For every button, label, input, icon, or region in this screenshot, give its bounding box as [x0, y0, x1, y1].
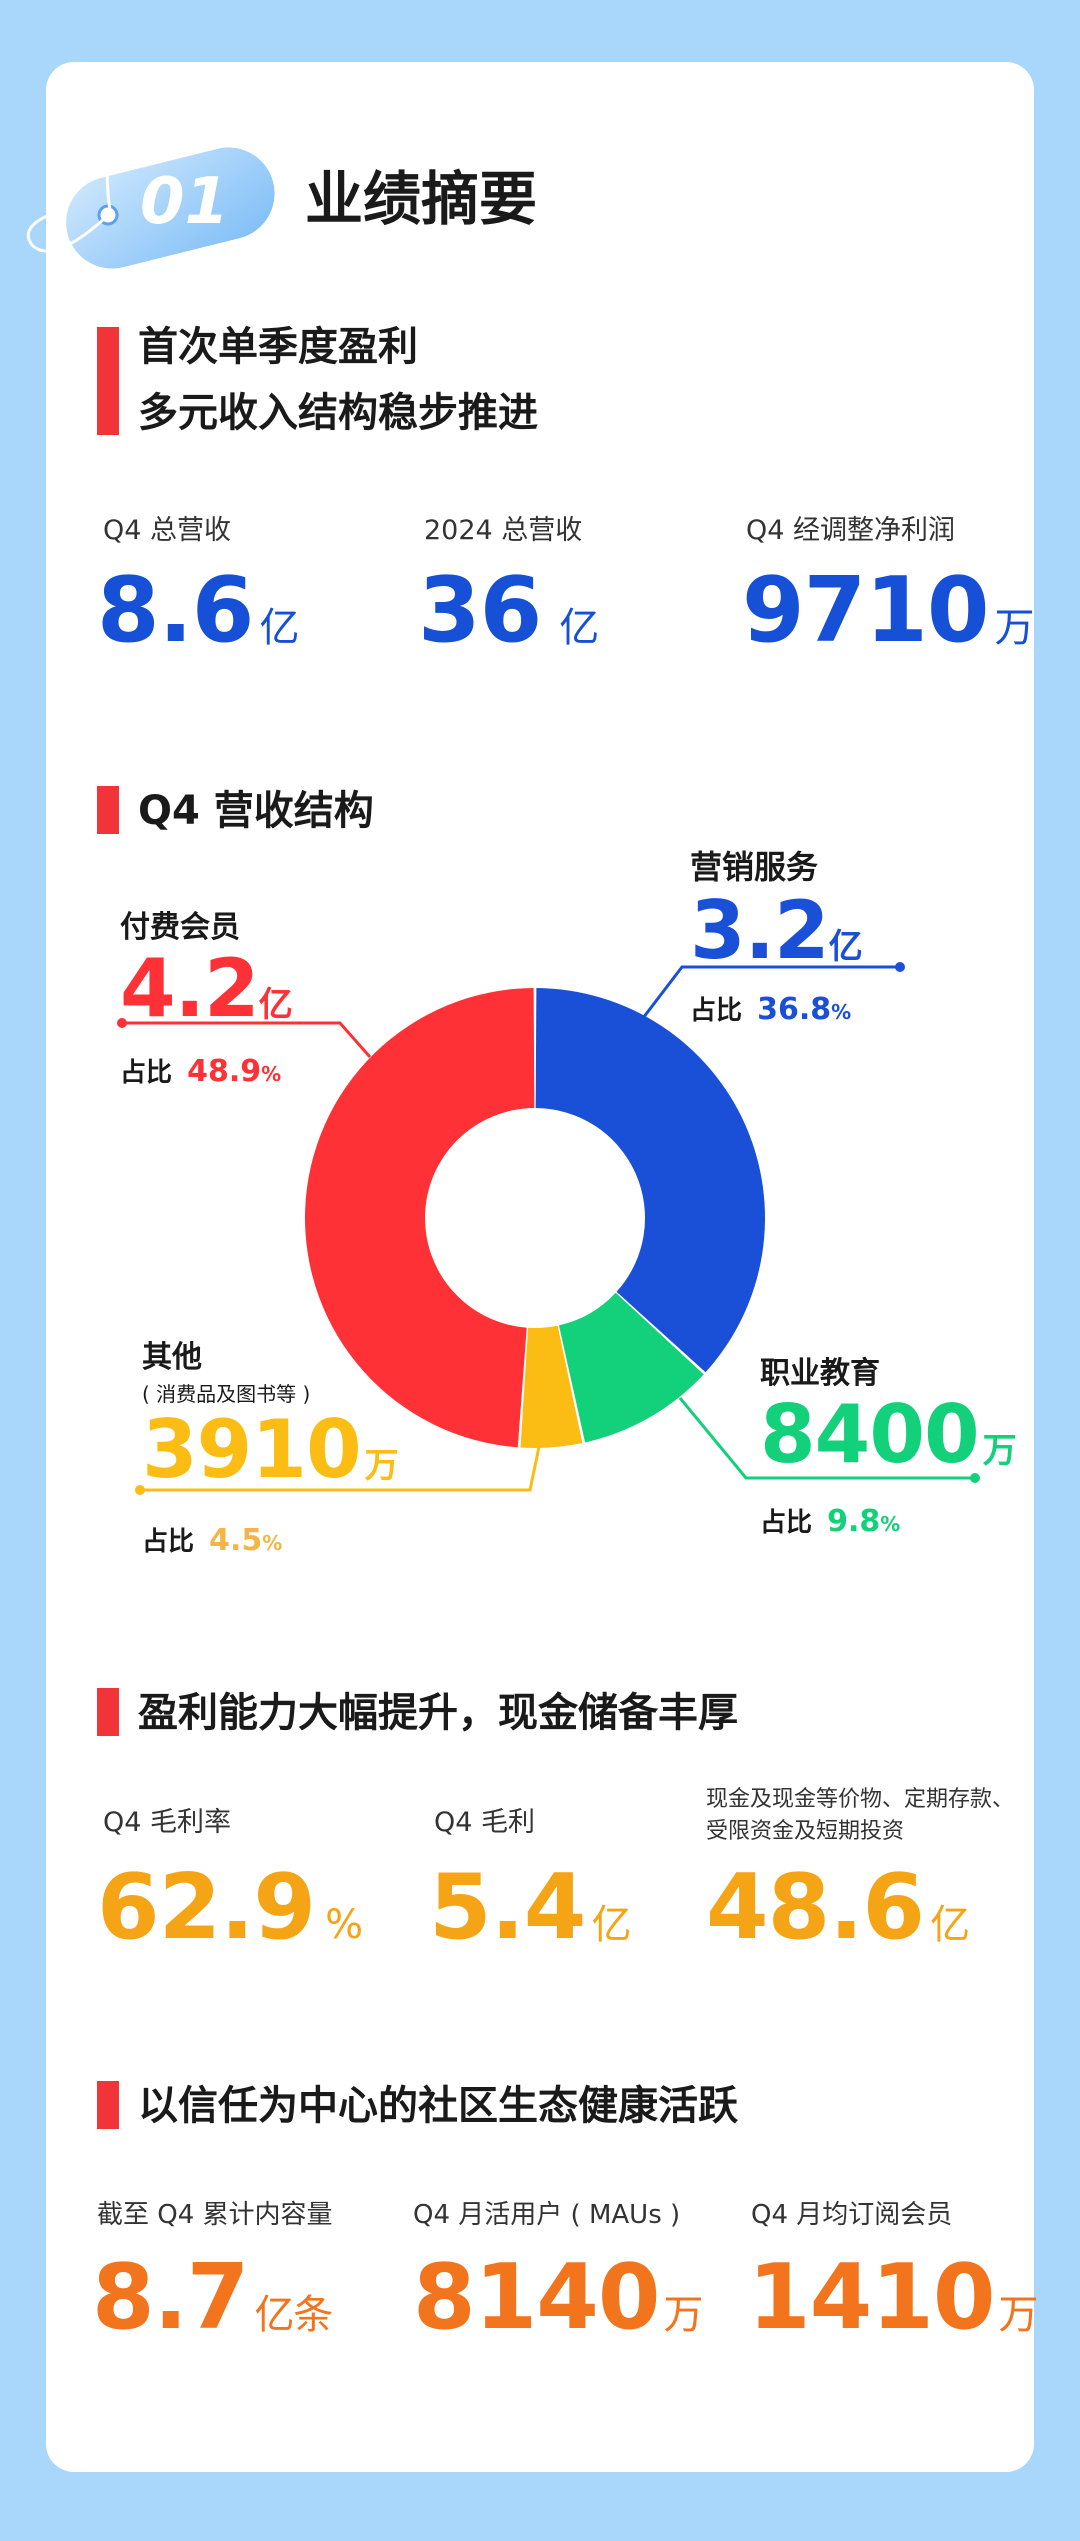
- slice-label-marketing: 营销服务 3.2亿 占比 36.8%: [690, 842, 863, 1027]
- stat-label-gross-profit: Q4 毛利: [434, 1807, 536, 1838]
- section1-heading-line2: 多元收入结构稳步推进: [138, 390, 538, 436]
- leader-other-dot: [135, 1485, 145, 1495]
- leader-other: [140, 1441, 542, 1492]
- slice-label-membership: 付费会员 4.2亿 占比 48.9%: [120, 902, 293, 1089]
- leader-education-dot: [970, 1473, 980, 1483]
- slice-name-education: 职业教育: [760, 1356, 880, 1391]
- leader-marketing-dot: [895, 962, 905, 972]
- slice-name-marketing: 营销服务: [690, 848, 819, 886]
- stat-label-gross-margin: Q4 毛利率: [103, 1807, 232, 1838]
- stat-label-content-volume: 截至 Q4 累计内容量: [97, 2200, 333, 2230]
- content-card: [46, 62, 1034, 2472]
- stat-value-q4-revenue: 8.6 亿: [97, 558, 299, 663]
- stat-label-2024-revenue: 2024 总营收: [424, 515, 583, 546]
- slice-label-other: 其他 ( 消费品及图书等 ) 3910 万 占比 4.5%: [142, 1332, 399, 1558]
- slice-value-marketing: 3.2亿: [690, 884, 863, 977]
- stat-label-maus: Q4 月活用户 ( MAUs ): [413, 2200, 681, 2230]
- slice-value-other: 3910 万: [142, 1403, 399, 1496]
- leader-membership: [122, 1021, 372, 1058]
- section-accent-bar: [97, 786, 119, 834]
- badge-shape: [26, 118, 275, 269]
- badge-number: 01: [140, 165, 230, 239]
- stat-value-2024-revenue: 36 亿: [418, 558, 599, 663]
- section2-heading: Q4 营收结构: [138, 788, 374, 834]
- page-title: 业绩摘要: [305, 165, 538, 233]
- stat-value-gross-profit: 5.4 亿: [429, 1855, 631, 1960]
- slice-share-membership: 占比 48.9%: [120, 1054, 282, 1089]
- leader-marketing: [638, 965, 900, 1023]
- stat-value-gross-margin: 62.9%: [97, 1855, 363, 1960]
- slice-share-marketing: 占比 36.8%: [690, 992, 852, 1027]
- section-number-badge: 01: [22, 115, 292, 285]
- stat-value-maus: 8140 万: [413, 2245, 704, 2350]
- donut-slice-membership: [305, 988, 535, 1448]
- stat-label-cash-reserves-line1: 现金及现金等价物、定期存款、: [706, 1787, 1015, 1812]
- stat-value-content-volume: 8.7 亿条: [92, 2245, 333, 2350]
- slice-value-education: 8400 万: [760, 1388, 1017, 1481]
- slice-label-education: 职业教育 8400 万 占比 9.8%: [760, 1348, 1017, 1539]
- revenue-donut-chart: [117, 962, 980, 1495]
- leader-education: [678, 1397, 975, 1480]
- slice-name-membership: 付费会员: [120, 910, 240, 945]
- slice-share-other: 占比 4.5%: [142, 1523, 283, 1558]
- section1-heading-line1: 首次单季度盈利: [138, 324, 418, 370]
- section4-heading: 以信任为中心的社区生态健康活跃: [138, 2083, 738, 2129]
- leader-membership-dot: [117, 1018, 127, 1028]
- slice-name-other: 其他: [142, 1340, 202, 1375]
- slice-value-membership: 4.2亿: [120, 942, 293, 1035]
- slice-share-education: 占比 9.8%: [760, 1504, 901, 1539]
- stat-value-adjusted-net-profit: 9710 万: [742, 558, 1035, 663]
- stat-value-cash-reserves: 48.6 亿: [706, 1855, 970, 1960]
- slice-sub-other: ( 消费品及图书等 ): [142, 1382, 311, 1406]
- section3-heading: 盈利能力大幅提升，现金储备丰厚: [138, 1690, 738, 1736]
- stat-label-cash-reserves-line2: 受限资金及短期投资: [706, 1819, 905, 1844]
- stat-label-adjusted-net-profit: Q4 经调整净利润: [746, 515, 956, 546]
- donut-slice-education: [558, 1292, 704, 1443]
- stat-label-q4-revenue: Q4 总营收: [103, 515, 232, 546]
- section-accent-bar: [97, 327, 119, 435]
- section-accent-bar: [97, 1688, 119, 1736]
- donut-slice-other: [520, 1325, 583, 1448]
- donut-slice-marketing: [535, 988, 765, 1373]
- section-accent-bar: [97, 2081, 119, 2129]
- stat-label-subscribers: Q4 月均订阅会员: [751, 2200, 953, 2230]
- stat-label-cash-reserves: 现金及现金等价物、定期存款、 受限资金及短期投资: [706, 1784, 1014, 1848]
- stat-value-subscribers: 1410 万: [748, 2245, 1039, 2350]
